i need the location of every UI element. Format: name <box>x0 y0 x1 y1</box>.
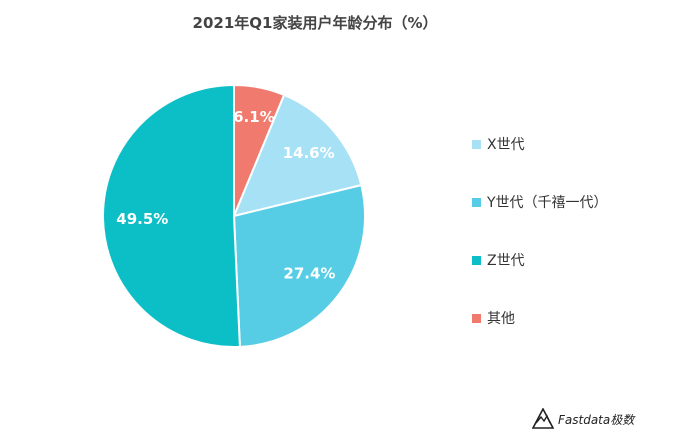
label-other: 6.1% <box>233 108 275 126</box>
brand-text: Fastdata极数 <box>558 412 635 427</box>
legend-label-other: 其他 <box>487 311 515 327</box>
brand-logo-icon <box>532 408 554 429</box>
label-x: 14.6% <box>283 144 335 162</box>
brand-watermark: Fastdata极数 <box>532 408 634 430</box>
legend-swatch-z <box>472 255 481 265</box>
legend-swatch-y <box>472 197 481 207</box>
slice-z <box>102 83 241 348</box>
label-y: 27.4% <box>283 265 335 283</box>
slice-y <box>232 183 366 348</box>
legend-label-z: Z世代 <box>487 253 525 269</box>
legend-item-z: Z世代 <box>472 250 525 270</box>
legend-label-y: Y世代（千禧一代） <box>487 195 608 211</box>
legend-item-x: X世代 <box>472 134 525 154</box>
legend-swatch-x <box>472 139 481 149</box>
slice-x <box>232 93 363 218</box>
legend-item-y: Y世代（千禧一代） <box>472 192 608 212</box>
legend-item-other: 其他 <box>472 308 515 328</box>
legend-swatch-other <box>472 313 481 323</box>
label-z: 49.5% <box>116 210 168 228</box>
legend-label-x: X世代 <box>487 137 525 153</box>
chart-title: 2021年Q1家装用户年龄分布（%） <box>192 14 438 32</box>
